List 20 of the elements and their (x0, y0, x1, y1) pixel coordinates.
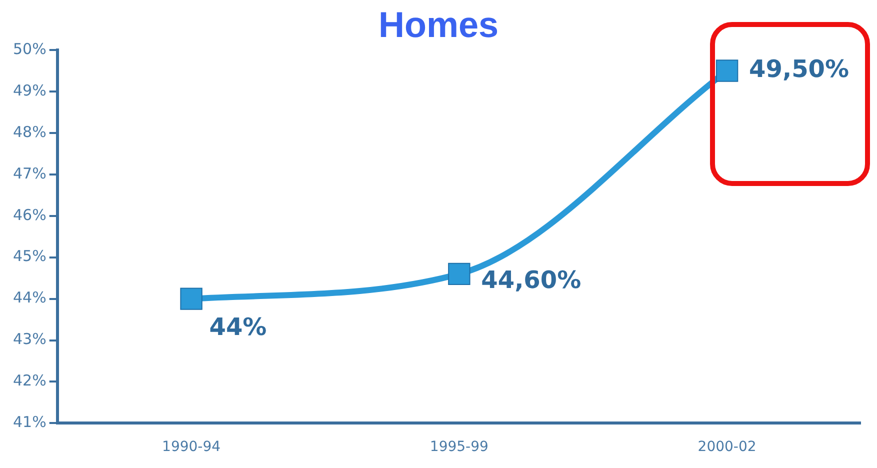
chart-title: Homes (378, 4, 499, 45)
y-tick-label: 47% (12, 164, 46, 182)
x-tick-label: 1990-94 (162, 439, 221, 456)
point (180, 288, 202, 310)
x-tick-label: 1995-99 (430, 439, 488, 456)
y-tick-label: 44% (12, 288, 46, 307)
data-label: 44,60% (481, 266, 582, 294)
data-label: 44% (209, 313, 267, 342)
y-tick-label: 42% (12, 372, 46, 390)
y-tick-label: 50% (12, 40, 46, 58)
data-label: 49,50% (749, 54, 850, 83)
y-tick-label: 43% (12, 330, 46, 348)
y-tick-label: 46% (12, 206, 46, 224)
x-tick-label: 2000-02 (698, 439, 756, 456)
y-tick-label: 48% (12, 122, 46, 141)
y-tick-label: 41% (12, 413, 46, 432)
point (448, 262, 470, 286)
y-tick-label: 45% (12, 247, 46, 266)
point (716, 60, 738, 82)
y-tick-label: 49% (12, 81, 46, 100)
